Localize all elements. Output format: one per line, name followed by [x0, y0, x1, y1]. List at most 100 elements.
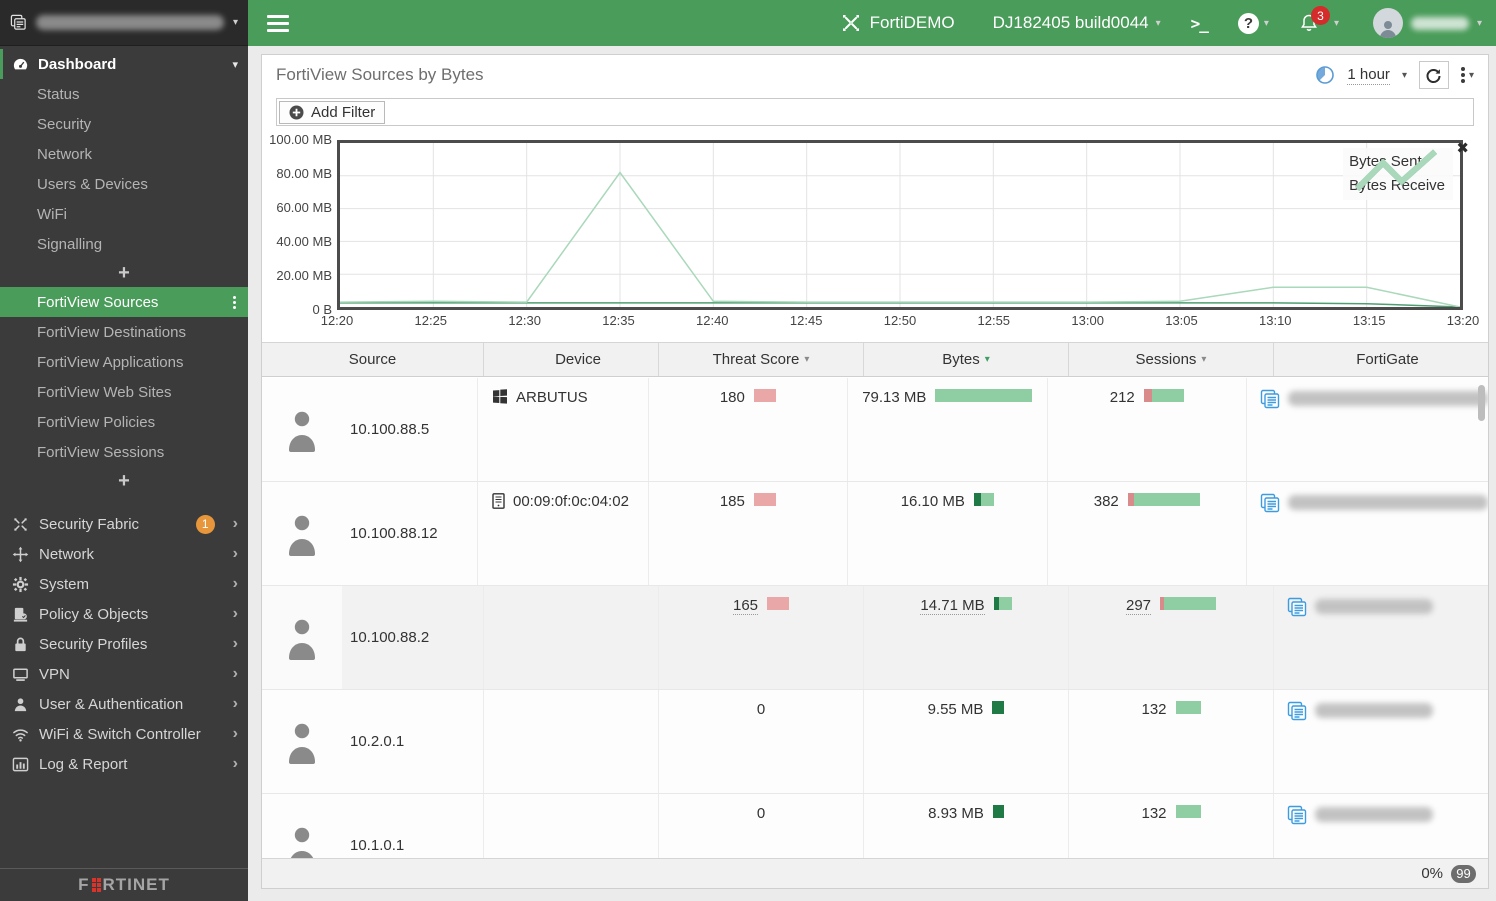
sidebar-item-label: WiFi & Switch Controller [39, 725, 201, 743]
plus-circle-icon [289, 105, 304, 119]
result-count-badge: 99 [1451, 864, 1476, 883]
plus-icon: + [118, 261, 130, 284]
logo-text: RTINET [102, 875, 170, 894]
chevron-right-icon: › [232, 695, 238, 712]
sidebar-item-user-authentication[interactable]: User & Authentication › [0, 689, 248, 719]
chevron-down-icon: ▾ [232, 17, 238, 28]
fortigate-icon [1287, 701, 1307, 721]
sidebar-item-label: Policy & Objects [39, 605, 149, 623]
x-tick-label: 13:20 [1446, 313, 1480, 328]
sidebar-item-status[interactable]: Status [0, 79, 248, 109]
user-menu[interactable]: ▾ [1372, 8, 1482, 38]
fortidemo-brand: FortiDEMO [840, 12, 955, 34]
sidebar-item-users-devices[interactable]: Users & Devices [0, 169, 248, 199]
source-user-icon [289, 515, 315, 556]
table-row[interactable]: 10.100.88.2 165 14.71 MB 297 [262, 586, 1488, 690]
help-menu[interactable]: ? ▾ [1237, 12, 1269, 34]
column-header-sessions[interactable]: Sessions ▾ [1069, 343, 1274, 376]
sidebar-item-fortiview-applications[interactable]: FortiView Applications [0, 347, 248, 377]
sidebar-item-wifi-switch[interactable]: WiFi & Switch Controller › [0, 719, 248, 749]
sessions-value: 132 [1141, 701, 1167, 718]
sidebar-item-system[interactable]: System › [0, 569, 248, 599]
column-header-threat-score[interactable]: Threat Score ▾ [659, 343, 864, 376]
sidebar-item-label: FortiView Sessions [37, 443, 165, 461]
sidebar-item-fortiview-sessions[interactable]: FortiView Sessions [0, 437, 248, 467]
bytes-value: 16.10 MB [900, 493, 965, 510]
sidebar-item-security[interactable]: Security [0, 109, 248, 139]
threat-score-bar [767, 597, 790, 610]
column-header-fortigate[interactable]: FortiGate [1274, 343, 1488, 376]
table-row[interactable]: 10.100.88.12 00:09:0f:0c:04:02 185 16.10… [262, 482, 1488, 586]
wifi-icon [13, 728, 28, 742]
threat-score-value: 165 [732, 597, 759, 615]
filter-bar[interactable]: Add Filter [276, 98, 1474, 126]
device-name-redacted [36, 15, 224, 30]
y-tick-label: 20.00 MB [276, 268, 332, 283]
x-tick-label: 12:45 [789, 313, 823, 328]
firmware-selector[interactable]: DJ182405 build0044 ▾ [993, 13, 1161, 33]
sidebar-item-signalling[interactable]: Signalling [0, 229, 248, 259]
device-selector[interactable]: ▾ [0, 0, 248, 46]
sidebar-item-fortiview-websites[interactable]: FortiView Web Sites [0, 377, 248, 407]
sidebar-item-label: Security Fabric [39, 515, 140, 533]
sidebar-item-log-report[interactable]: Log & Report › [0, 749, 248, 779]
chevron-right-icon: › [232, 515, 238, 532]
chevron-down-icon: ▾ [1333, 17, 1339, 29]
firmware-label: DJ182405 build0044 [992, 13, 1149, 32]
sidebar-item-security-profiles[interactable]: Security Profiles › [0, 629, 248, 659]
column-header-source[interactable]: Source [262, 343, 484, 376]
sidebar-item-fortiview-sources[interactable]: FortiView Sources [0, 287, 248, 317]
column-header-device[interactable]: Device [484, 343, 659, 376]
add-fortiview-button[interactable]: + [0, 467, 248, 495]
add-filter-button[interactable]: Add Filter [279, 100, 386, 124]
x-tick-label: 12:55 [977, 313, 1011, 328]
time-range-selector[interactable]: 1 hour [1347, 65, 1390, 85]
notifications-menu[interactable]: 3 ▾ [1299, 6, 1339, 33]
time-period-icon [1316, 66, 1335, 84]
kebab-menu-icon[interactable] [233, 295, 236, 309]
close-chart-icon[interactable]: ✖ [1456, 140, 1469, 157]
sidebar-item-network-dash[interactable]: Network [0, 139, 248, 169]
card-options-menu[interactable]: ▾ [1460, 67, 1474, 83]
bytes-bar [935, 389, 1033, 402]
windows-icon [492, 389, 507, 404]
source-ip: 10.100.88.5 [350, 421, 430, 438]
traffic-chart-svg [340, 143, 1460, 307]
logo-text: F [78, 875, 90, 894]
add-dashboard-button[interactable]: + [0, 259, 248, 287]
chart-legend: Bytes Sent Bytes Receive [1343, 148, 1453, 200]
table-row[interactable]: 10.2.0.1 0 9.55 MB 132 [262, 690, 1488, 794]
sidebar-item-dashboard[interactable]: Dashboard ▾ [0, 49, 248, 79]
fortigate-icon [1260, 389, 1280, 409]
source-user-icon [289, 827, 315, 860]
fortigate-name-redacted [1288, 391, 1488, 406]
sessions-value: 212 [1109, 389, 1135, 406]
fortigate-name-redacted [1315, 807, 1433, 822]
sidebar-item-label: Log & Report [39, 755, 128, 773]
chevron-right-icon: › [232, 575, 238, 592]
sidebar-item-fortiview-policies[interactable]: FortiView Policies [0, 407, 248, 437]
table-scrollbar[interactable] [1478, 385, 1485, 421]
monitor-icon [13, 668, 28, 681]
fortigate-icon [1260, 493, 1280, 513]
table-row[interactable]: 10.100.88.5 ARBUTUS 180 79.13 MB 212 [262, 378, 1488, 482]
x-tick-label: 12:40 [696, 313, 729, 328]
gear-icon [12, 576, 29, 592]
hamburger-menu-icon[interactable] [267, 14, 289, 32]
network-arrows-icon [12, 546, 29, 562]
sessions-bar [1127, 493, 1200, 506]
fortinet-o-icon [91, 878, 101, 892]
sidebar-item-network[interactable]: Network › [0, 539, 248, 569]
sidebar-item-vpn[interactable]: VPN › [0, 659, 248, 689]
cli-console-button[interactable]: >_ [1191, 14, 1209, 33]
sidebar-item-policy-objects[interactable]: Policy & Objects › [0, 599, 248, 629]
x-tick-label: 12:25 [414, 313, 448, 328]
sidebar-item-wifi-dash[interactable]: WiFi [0, 199, 248, 229]
column-header-bytes[interactable]: Bytes ▾ [864, 343, 1069, 376]
sidebar-item-security-fabric[interactable]: Security Fabric 1 › [0, 509, 248, 539]
y-tick-label: 0 B [312, 302, 332, 317]
refresh-button[interactable] [1418, 61, 1449, 89]
sidebar-item-fortiview-destinations[interactable]: FortiView Destinations [0, 317, 248, 347]
table-row[interactable]: 10.1.0.1 0 8.93 MB 132 [262, 794, 1488, 860]
add-filter-label: Add Filter [311, 103, 376, 121]
